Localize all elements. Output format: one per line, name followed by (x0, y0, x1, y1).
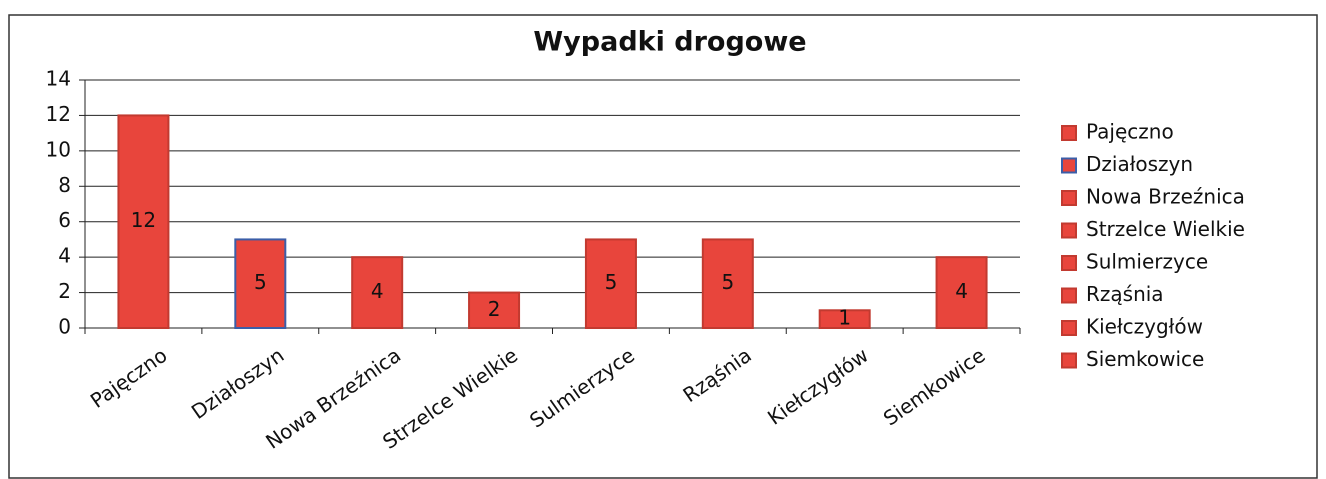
y-tick-label: 0 (58, 315, 71, 339)
bar (351, 256, 404, 329)
legend-label: Rząśnia (1086, 282, 1164, 306)
data-label: 4 (955, 279, 968, 303)
chart-title: Wypadki drogowe (533, 27, 806, 58)
chart-frame (8, 14, 1318, 479)
data-label: 1 (838, 306, 851, 330)
bar (234, 238, 287, 329)
y-tick-label: 14 (46, 67, 71, 91)
legend-label: Działoszyn (1086, 152, 1193, 176)
y-tick-label: 8 (58, 173, 71, 197)
y-tick-label: 6 (58, 208, 71, 232)
bar (818, 309, 871, 329)
data-label: 5 (721, 270, 734, 294)
bar (117, 114, 170, 329)
bar (701, 238, 754, 329)
y-tick-label: 10 (46, 137, 71, 161)
data-label: 4 (371, 279, 384, 303)
legend-swatch (1061, 222, 1077, 239)
data-label: 5 (254, 270, 267, 294)
legend-label: Nowa Brzeźnica (1086, 185, 1245, 209)
y-tick-label: 2 (58, 279, 71, 303)
y-tick-label: 4 (58, 244, 71, 268)
legend-label: Siemkowice (1086, 347, 1204, 371)
legend-swatch (1061, 190, 1077, 206)
data-label: 12 (131, 208, 156, 232)
legend-swatch (1061, 287, 1077, 304)
legend-label: Sulmierzyce (1086, 250, 1208, 274)
legend-label: Pajęczno (1086, 120, 1174, 144)
data-label: 2 (488, 297, 501, 321)
legend-label: Strzelce Wielkie (1086, 217, 1245, 241)
bar (468, 291, 521, 330)
legend-label: Kiełczygłów (1086, 315, 1203, 339)
data-label: 5 (605, 270, 618, 294)
legend-swatch (1061, 352, 1077, 369)
y-tick-label: 12 (46, 102, 71, 126)
bar (584, 238, 637, 329)
legend-swatch (1061, 320, 1077, 336)
legend-swatch (1061, 125, 1077, 141)
legend-swatch (1061, 255, 1077, 271)
legend-swatch (1061, 157, 1077, 174)
bar (935, 256, 988, 329)
